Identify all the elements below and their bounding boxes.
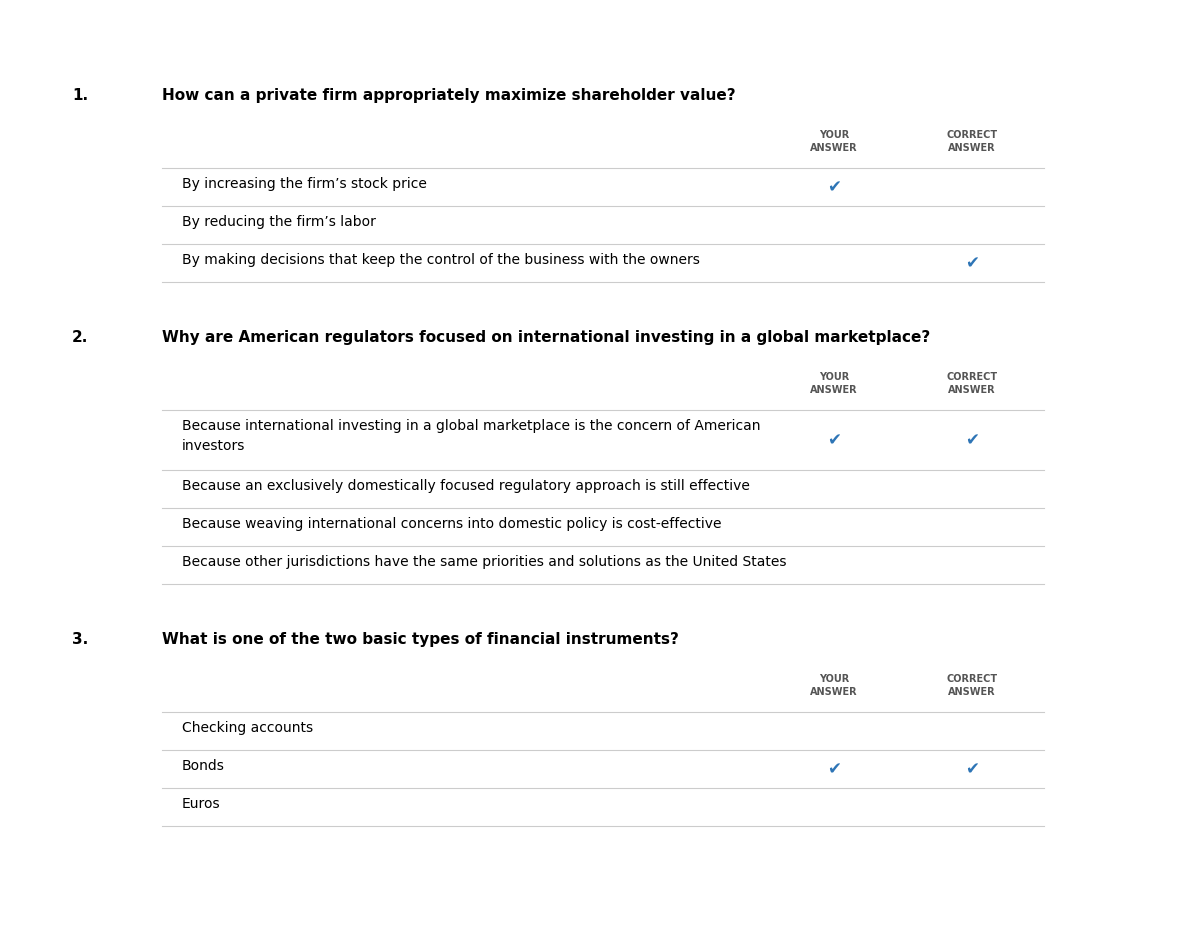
Text: YOUR
ANSWER: YOUR ANSWER bbox=[810, 372, 858, 395]
Text: ✔: ✔ bbox=[827, 431, 841, 449]
Text: Checking accounts: Checking accounts bbox=[182, 721, 313, 735]
Text: 3.: 3. bbox=[72, 632, 89, 647]
Text: Because an exclusively domestically focused regulatory approach is still effecti: Because an exclusively domestically focu… bbox=[182, 479, 750, 493]
Text: By reducing the firm’s labor: By reducing the firm’s labor bbox=[182, 215, 376, 229]
Text: ✔: ✔ bbox=[965, 431, 979, 449]
Text: How can a private firm appropriately maximize shareholder value?: How can a private firm appropriately max… bbox=[162, 88, 736, 103]
Text: Because other jurisdictions have the same priorities and solutions as the United: Because other jurisdictions have the sam… bbox=[182, 555, 786, 569]
Text: YOUR
ANSWER: YOUR ANSWER bbox=[810, 674, 858, 697]
Text: By making decisions that keep the control of the business with the owners: By making decisions that keep the contro… bbox=[182, 253, 700, 267]
Text: 2.: 2. bbox=[72, 330, 89, 345]
Text: Bonds: Bonds bbox=[182, 759, 224, 773]
Text: YOUR
ANSWER: YOUR ANSWER bbox=[810, 130, 858, 153]
Text: ✔: ✔ bbox=[827, 178, 841, 196]
Text: 1.: 1. bbox=[72, 88, 88, 103]
Text: CORRECT
ANSWER: CORRECT ANSWER bbox=[947, 372, 997, 395]
Text: Euros: Euros bbox=[182, 797, 221, 811]
Text: Why are American regulators focused on international investing in a global marke: Why are American regulators focused on i… bbox=[162, 330, 930, 345]
Text: ✔: ✔ bbox=[965, 254, 979, 272]
Text: CORRECT
ANSWER: CORRECT ANSWER bbox=[947, 674, 997, 697]
Text: Because weaving international concerns into domestic policy is cost-effective: Because weaving international concerns i… bbox=[182, 517, 721, 531]
Text: ✔: ✔ bbox=[827, 760, 841, 778]
Text: CORRECT
ANSWER: CORRECT ANSWER bbox=[947, 130, 997, 153]
Text: By increasing the firm’s stock price: By increasing the firm’s stock price bbox=[182, 177, 427, 191]
Text: What is one of the two basic types of financial instruments?: What is one of the two basic types of fi… bbox=[162, 632, 679, 647]
Text: ✔: ✔ bbox=[965, 760, 979, 778]
Text: Because international investing in a global marketplace is the concern of Americ: Because international investing in a glo… bbox=[182, 419, 761, 453]
